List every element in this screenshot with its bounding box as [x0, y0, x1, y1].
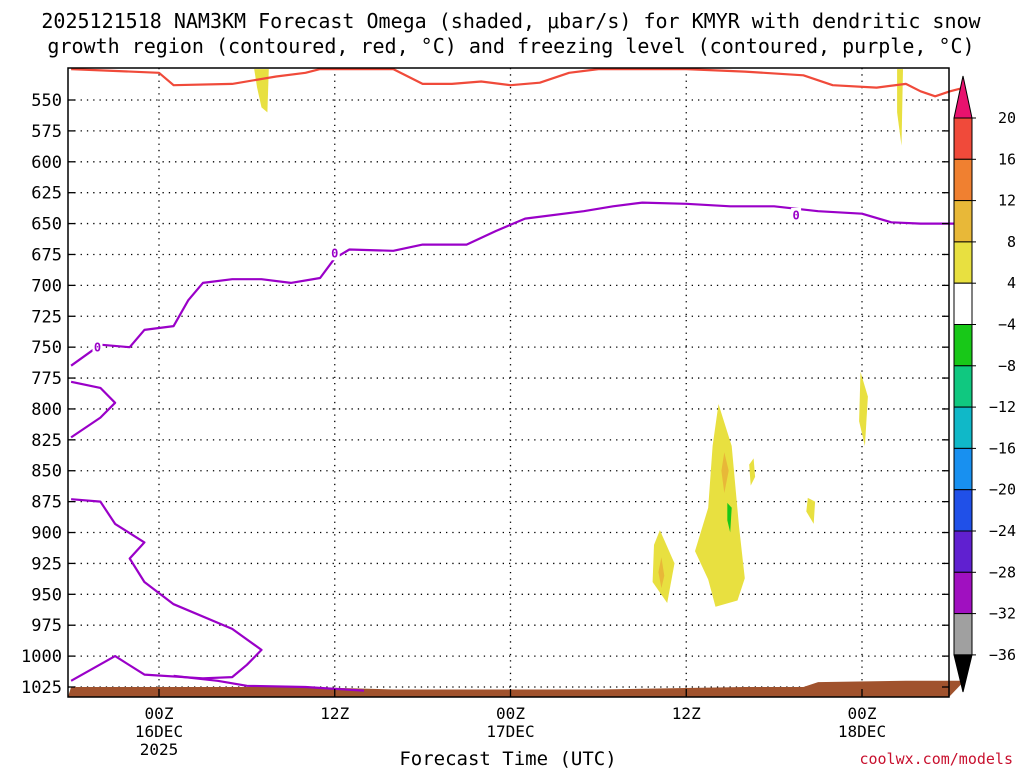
y-tick-label: 725 — [31, 307, 62, 327]
freezing-contour-label: 0 — [331, 247, 338, 261]
y-tick-label: 575 — [31, 122, 62, 142]
colorbar-top-arrow — [953, 75, 973, 119]
contours: 0 0 0 — [70, 67, 965, 692]
y-tick-label: 700 — [31, 276, 62, 296]
colorbar-label: 8 — [1007, 233, 1016, 251]
y-tick-label: 675 — [31, 245, 62, 265]
grid — [68, 68, 949, 697]
omega-region-weak_down — [727, 502, 732, 533]
omega-region-weak_up — [749, 458, 756, 486]
freezing-label-bg — [92, 340, 103, 355]
freezing-label-bg — [329, 246, 340, 261]
omega-region-mod_up — [721, 452, 729, 493]
colorbar-segment — [953, 282, 973, 326]
x-tick-label: 00Z — [496, 704, 525, 723]
freezing-level-contour — [70, 498, 263, 682]
colorbar-label: 20 — [998, 109, 1016, 127]
y-tick-label: 875 — [31, 493, 62, 513]
credit-text: coolwx.com/models — [859, 750, 1013, 768]
x-tick-label: 12Z — [672, 704, 701, 723]
freezing-label-bg — [791, 207, 802, 222]
colorbar-label: 12 — [998, 192, 1016, 210]
colorbar-bottom-arrow — [953, 654, 973, 693]
colorbar-label: 4 — [1007, 274, 1016, 292]
y-tick-label: 825 — [31, 431, 62, 451]
y-tick-label: 1025 — [21, 678, 62, 698]
y-tick-label: 600 — [31, 153, 62, 173]
freezing-level-contour — [70, 380, 117, 439]
x-axis-title: Forecast Time (UTC) — [399, 748, 616, 768]
colorbar-segment — [953, 530, 973, 573]
chart-title-line-2: growth region (contoured, red, °C) and f… — [47, 34, 974, 58]
y-tick-label: 850 — [31, 462, 62, 482]
colorbar-segment — [953, 613, 973, 656]
colorbar-label: 16 — [998, 150, 1016, 168]
x-tick-date: 18DEC — [838, 722, 886, 741]
colorbar-segment — [953, 324, 973, 367]
colorbar: 20 16 12 8 4 −4 −8 −12 −16 −20 −24 −28 −32 −36 — [953, 75, 1016, 693]
colorbar-label: −20 — [989, 481, 1016, 499]
colorbar-label: −4 — [998, 316, 1016, 334]
colorbar-label: −32 — [989, 605, 1016, 623]
omega-region-weak_up — [695, 404, 745, 607]
colorbar-label: −16 — [989, 439, 1016, 457]
y-tick-label: 975 — [31, 616, 62, 636]
freezing-contour-label: 0 — [792, 208, 799, 222]
y-tick-label: 775 — [31, 369, 62, 389]
y-tick-label: 925 — [31, 554, 62, 574]
omega-region-weak_up — [859, 371, 868, 446]
x-tick-label: 00Z — [848, 704, 877, 723]
y-tick-label: 1000 — [21, 647, 62, 667]
y-axis-pressure: 550 575 600 625 650 675 700 725 750 775 800 825 850 8… — [21, 91, 949, 698]
colorbar-label: −24 — [989, 522, 1016, 540]
colorbar-segment — [953, 117, 973, 160]
colorbar-segment — [953, 489, 973, 532]
colorbar-segment — [953, 447, 973, 491]
freezing-level-contour — [173, 674, 365, 692]
freezing-level-contour — [70, 201, 965, 367]
y-tick-label: 650 — [31, 215, 62, 235]
y-tick-label: 550 — [31, 91, 62, 111]
colorbar-label: −36 — [989, 646, 1016, 664]
colorbar-label: −12 — [989, 398, 1016, 416]
omega-region-weak_up — [897, 69, 903, 146]
omega-region-weak_up — [806, 497, 816, 524]
ground-fill — [68, 680, 965, 697]
y-tick-label: 900 — [31, 524, 62, 544]
omega-shading — [254, 69, 903, 607]
colorbar-segment — [953, 200, 973, 243]
x-tick-label: 00Z — [145, 704, 174, 723]
x-tick-date: 16DEC — [135, 722, 183, 741]
freezing-contour-label: 0 — [94, 341, 101, 355]
omega-region-weak_up — [254, 69, 269, 113]
omega-region-mod_up — [658, 557, 665, 589]
x-tick-year: 2025 — [140, 740, 179, 759]
x-tick-label: 12Z — [320, 704, 349, 723]
colorbar-segment — [953, 406, 973, 449]
colorbar-segment — [953, 241, 973, 284]
y-tick-label: 750 — [31, 338, 62, 358]
colorbar-label: −8 — [998, 357, 1016, 375]
omega-region-weak_up — [652, 530, 675, 603]
y-tick-label: 800 — [31, 400, 62, 420]
y-tick-label: 625 — [31, 184, 62, 204]
x-tick-date: 17DEC — [486, 722, 534, 741]
dgz-contour-line — [71, 67, 965, 98]
ground-terrain — [68, 680, 965, 697]
colorbar-label: −28 — [989, 563, 1016, 581]
colorbar-segment — [953, 365, 973, 408]
plot-frame — [67, 67, 950, 698]
y-tick-label: 950 — [31, 585, 62, 605]
colorbar-segment — [953, 158, 973, 202]
chart-title-line-1: 2025121518 NAM3KM Forecast Omega (shaded… — [41, 9, 981, 33]
colorbar-segment — [953, 571, 973, 615]
